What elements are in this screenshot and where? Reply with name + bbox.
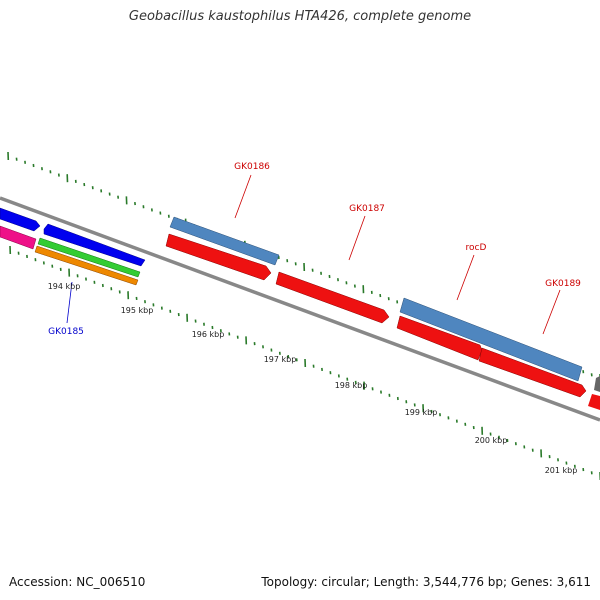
gene-label-rocd[interactable]: rocD <box>466 243 487 253</box>
gene-feature-gk0186-red[interactable] <box>165 233 272 281</box>
gene-label-gk0186[interactable]: GK0186 <box>234 162 270 172</box>
gene-feature-rocd[interactable] <box>399 297 583 382</box>
gene-feature-orange[interactable] <box>34 245 139 286</box>
genome-backbone <box>0 196 600 422</box>
genome-summary-text: Topology: circular; Length: 3,544,776 bp… <box>261 575 591 589</box>
gene-features <box>0 207 600 410</box>
gene-feature-gk0187[interactable] <box>275 271 390 324</box>
scale-label: 194 kbp <box>48 282 81 291</box>
label-leaders <box>66 174 561 335</box>
gene-feature-gk0186[interactable] <box>169 216 280 266</box>
gene-feature-gray[interactable] <box>594 376 600 392</box>
scale-label: 196 kbp <box>192 330 225 339</box>
gene-feature-rocd-red[interactable] <box>396 315 483 361</box>
scale-label: 195 kbp <box>121 306 154 315</box>
gene-feature-magenta[interactable] <box>0 225 37 250</box>
gene-feature-red-partial[interactable] <box>588 394 600 410</box>
map-title: Geobacillus kaustophilus HTA426, complet… <box>128 9 472 24</box>
scale-label: 198 kbp <box>335 381 368 390</box>
gene-label-gk0185[interactable]: GK0185 <box>48 327 84 337</box>
scale-label: 200 kbp <box>475 436 508 445</box>
gene-feature-green[interactable] <box>37 237 141 278</box>
inner-tick-track <box>9 245 600 481</box>
gene-feature-blue[interactable] <box>0 207 41 232</box>
accession-text: Accession: NC_006510 <box>9 575 146 589</box>
scale-label: 199 kbp <box>405 408 438 417</box>
scale-label: 201 kbp <box>545 466 578 475</box>
gene-feature-blue[interactable] <box>43 223 146 267</box>
scale-label: 197 kbp <box>264 355 297 364</box>
gene-label-gk0189[interactable]: GK0189 <box>545 279 581 289</box>
gene-feature-gk0189[interactable] <box>478 347 587 398</box>
gene-label-gk0187[interactable]: GK0187 <box>349 204 385 214</box>
